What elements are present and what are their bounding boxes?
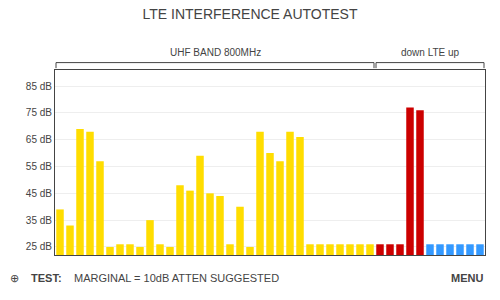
svg-text:MENU: MENU [451, 272, 483, 284]
svg-text:MARGINAL = 10dB ATTEN SUGGESTE: MARGINAL = 10dB ATTEN SUGGESTED [74, 272, 279, 284]
svg-text:85 dB: 85 dB [26, 81, 52, 92]
svg-text:TEST:: TEST: [31, 272, 62, 284]
svg-text:25 dB: 25 dB [26, 241, 52, 252]
svg-text:55 dB: 55 dB [26, 161, 52, 172]
svg-text:down LTE up: down LTE up [401, 47, 460, 58]
svg-text:35 dB: 35 dB [26, 215, 52, 226]
svg-text:45 dB: 45 dB [26, 188, 52, 199]
svg-text:UHF BAND 800MHz: UHF BAND 800MHz [170, 47, 261, 58]
svg-text:65 dB: 65 dB [26, 134, 52, 145]
svg-text:⊕: ⊕ [10, 272, 19, 284]
svg-text:LTE INTERFERENCE AUTOTEST: LTE INTERFERENCE AUTOTEST [143, 6, 358, 22]
svg-text:75 dB: 75 dB [26, 107, 52, 118]
